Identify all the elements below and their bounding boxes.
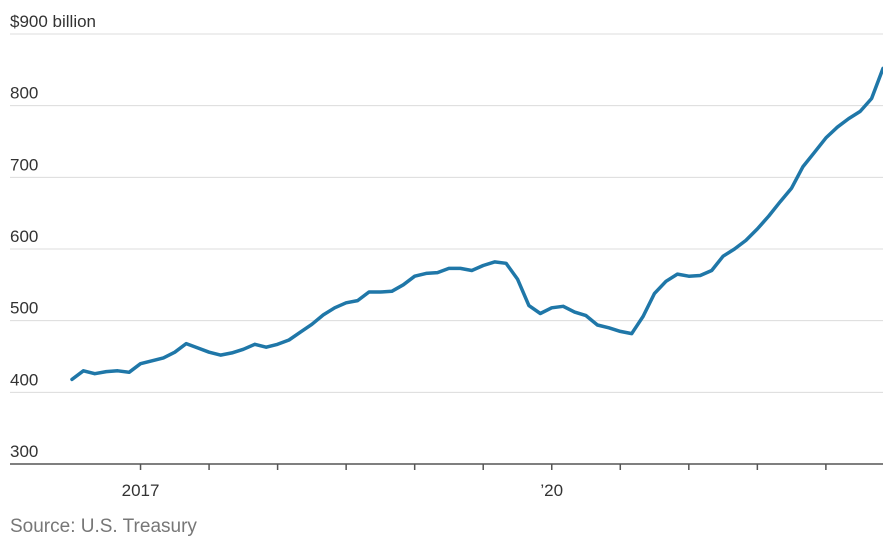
gridlines [10, 33, 883, 393]
y-tick-label: 300 [10, 442, 38, 461]
y-axis-tick-labels: $900 billion 800 700 600 500 400 300 [10, 12, 96, 461]
series-line [70, 66, 883, 382]
y-tick-label: 400 [10, 370, 38, 389]
series-layer [70, 66, 883, 382]
x-axis-ticks [139, 464, 827, 470]
x-tick-label: ’20 [540, 481, 563, 500]
y-tick-label: 600 [10, 227, 38, 246]
x-tick-label: 2017 [122, 481, 160, 500]
x-axis-tick-labels: 2017 ’20 [122, 481, 563, 500]
source-note: Source: U.S. Treasury [10, 516, 197, 537]
y-tick-label: 700 [10, 155, 38, 174]
y-tick-label: $900 billion [10, 12, 96, 31]
y-tick-label: 800 [10, 84, 38, 103]
y-tick-label: 500 [10, 299, 38, 318]
